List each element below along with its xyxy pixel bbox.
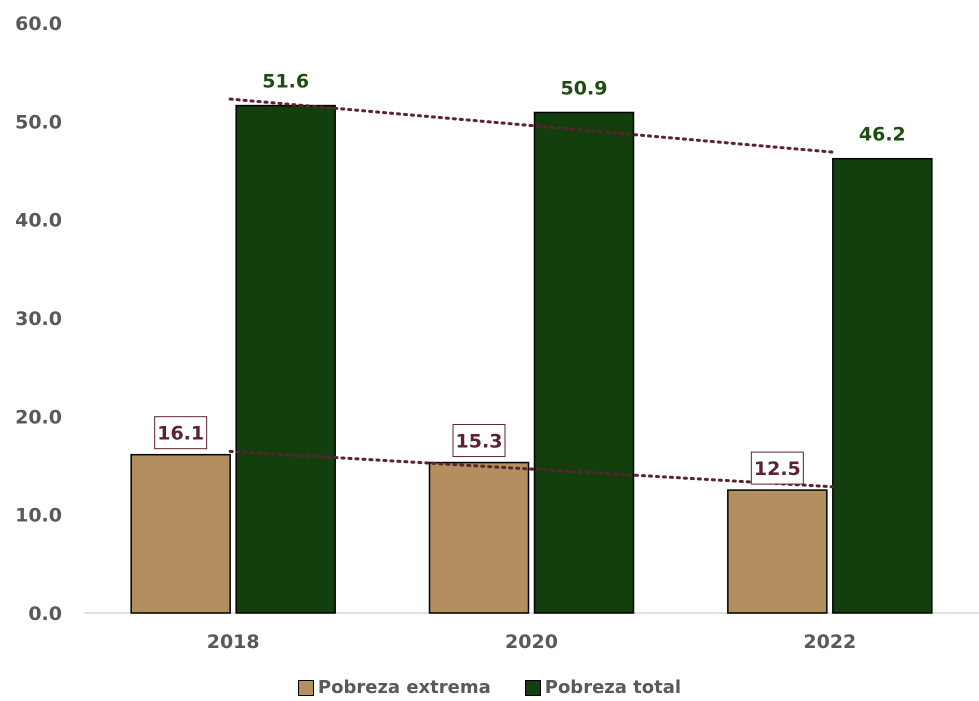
y-tick-label: 0.0 xyxy=(28,603,62,625)
legend-label-pobreza-total: Pobreza total xyxy=(544,677,682,698)
bar-pobreza-extrema xyxy=(727,489,828,614)
bar-pobreza-total xyxy=(832,157,933,614)
y-tick-label: 30.0 xyxy=(15,308,62,330)
trendline-pobreza-extrema xyxy=(228,449,835,489)
data-label-box-pobreza-extrema xyxy=(452,424,506,458)
y-tick-label: 50.0 xyxy=(15,111,62,133)
bar-pobreza-total xyxy=(235,104,336,614)
data-label-pobreza-total: 51.6 xyxy=(262,71,309,93)
legend-swatch-pobreza-extrema xyxy=(297,679,314,696)
bar-pobreza-extrema xyxy=(130,453,231,614)
data-label-pobreza-extrema: 12.5 xyxy=(754,458,801,480)
data-label-pobreza-total: 46.2 xyxy=(859,124,906,146)
bar-pobreza-extrema xyxy=(428,461,530,614)
legend-swatch-pobreza-total xyxy=(524,679,541,696)
legend-label-pobreza-extrema: Pobreza extrema xyxy=(317,677,491,698)
trendline-pobreza-total xyxy=(228,97,835,154)
y-tick-label: 10.0 xyxy=(15,505,62,527)
y-tick-label: 40.0 xyxy=(15,210,62,232)
x-tick-label: 2022 xyxy=(803,631,856,653)
data-label-pobreza-extrema: 16.1 xyxy=(157,423,204,445)
data-label-pobreza-extrema: 15.3 xyxy=(456,431,503,453)
legend-item-pobreza-total: Pobreza total xyxy=(524,677,682,698)
bar-pobreza-total xyxy=(533,111,635,614)
legend-item-pobreza-extrema: Pobreza extrema xyxy=(297,677,491,698)
x-tick-label: 2018 xyxy=(207,631,260,653)
data-label-pobreza-total: 50.9 xyxy=(561,77,608,99)
y-tick-label: 60.0 xyxy=(15,13,62,35)
data-label-box-pobreza-extrema xyxy=(750,451,804,485)
data-label-box-pobreza-extrema xyxy=(154,416,208,450)
y-tick-label: 20.0 xyxy=(15,406,62,428)
x-tick-label: 2020 xyxy=(505,631,558,653)
legend: Pobreza extrema Pobreza total xyxy=(0,677,979,698)
